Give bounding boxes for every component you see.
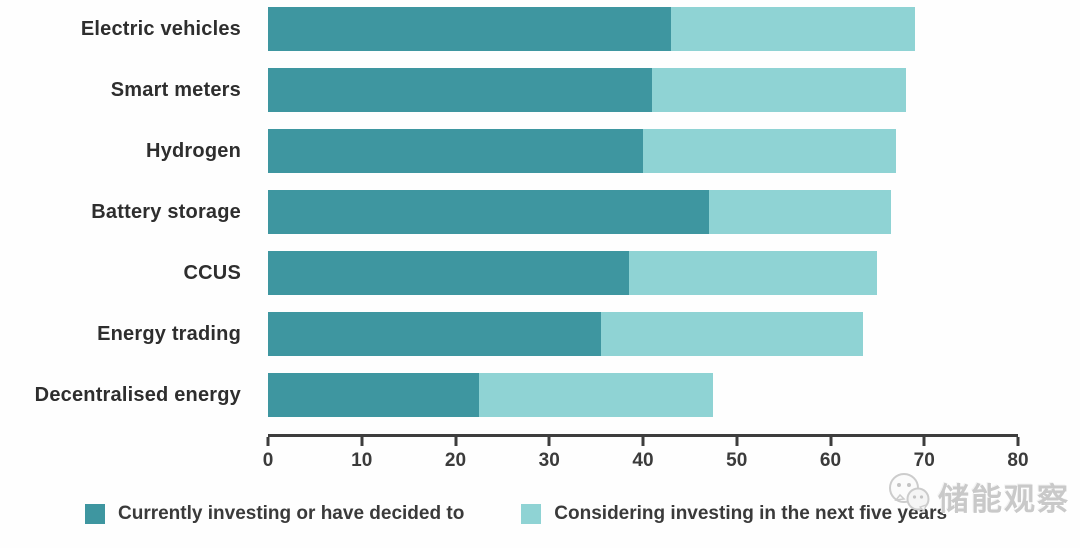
legend-item-current: Currently investing or have decided to: [85, 503, 464, 525]
bar-track: [268, 190, 1018, 234]
bar-segment-current: [268, 7, 672, 51]
bar-row: Hydrogen: [0, 129, 1080, 173]
axis-tick-label: 60: [819, 450, 842, 471]
bar-row: Energy trading: [0, 312, 1080, 356]
bar-segment-considering: [628, 251, 878, 295]
bar-segment-current: [268, 251, 629, 295]
axis-tick-label: 40: [632, 450, 654, 471]
legend-swatch-current: [85, 504, 105, 524]
bar-track: [268, 7, 1018, 51]
axis-tick-label: 10: [351, 450, 373, 471]
category-label: Hydrogen: [146, 139, 241, 162]
bar-track: [268, 373, 1018, 417]
legend-item-considering: Considering investing in the next five y…: [521, 503, 947, 525]
axis-tick-label: 70: [913, 450, 935, 471]
bar-segment-considering: [643, 129, 897, 173]
bar-segment-current: [268, 68, 653, 112]
bar-row: CCUS: [0, 251, 1080, 295]
chart-legend: Currently investing or have decided to Co…: [85, 503, 1080, 525]
axis-tick: [829, 437, 832, 446]
bar-row: Electric vehicles: [0, 7, 1080, 51]
bar-track: [268, 68, 1018, 112]
legend-label-considering: Considering investing in the next five y…: [554, 503, 948, 524]
axis-tick-label: 0: [262, 450, 274, 471]
category-label: Energy trading: [97, 322, 241, 345]
axis-tick-label: 20: [444, 450, 467, 471]
x-axis-line: [268, 434, 1018, 437]
axis-tick: [266, 437, 270, 446]
legend-swatch-considering: [521, 504, 542, 524]
bar-track: [268, 251, 1018, 295]
x-axis: 0 10 20 30 40 50 60 70 80: [263, 434, 1029, 476]
axis-tick: [454, 437, 457, 446]
bar-row: Battery storage: [0, 190, 1080, 234]
bar-track: [268, 129, 1018, 173]
bar-segment-current: [268, 312, 601, 356]
bar-rows: Electric vehicles Smart meters Hydrogen Bat…: [0, 7, 1080, 417]
legend-label-current: Currently investing or have decided to: [118, 503, 465, 524]
bar-segment-considering: [708, 190, 892, 234]
category-label: CCUS: [183, 261, 241, 284]
bar-segment-current: [268, 190, 709, 234]
bar-row: Smart meters: [0, 68, 1080, 112]
bar-segment-current: [268, 129, 643, 173]
bar-segment-considering: [652, 68, 906, 112]
axis-tick: [922, 437, 926, 446]
category-label: Battery storage: [91, 200, 241, 223]
axis-tick-label: 30: [538, 450, 560, 471]
bar-track: [268, 312, 1018, 356]
bar-row: Decentralised energy: [0, 373, 1080, 417]
category-label: Electric vehicles: [80, 17, 241, 40]
axis-tick: [735, 437, 739, 446]
bar-segment-current: [268, 373, 479, 417]
bar-segment-considering: [600, 312, 864, 356]
axis-tick: [641, 437, 645, 446]
bar-segment-considering: [478, 373, 714, 417]
category-label: Decentralised energy: [34, 383, 241, 406]
bar-segment-considering: [671, 7, 915, 51]
category-label: Smart meters: [110, 78, 241, 101]
investment-survey-chart: Electric vehicles Smart meters Hydrogen Bat…: [0, 7, 1080, 525]
axis-tick-label: 80: [1007, 450, 1029, 471]
axis-tick: [360, 437, 364, 446]
axis-tick: [1016, 437, 1020, 446]
axis-tick-label: 50: [726, 450, 748, 471]
axis-tick: [547, 437, 551, 446]
